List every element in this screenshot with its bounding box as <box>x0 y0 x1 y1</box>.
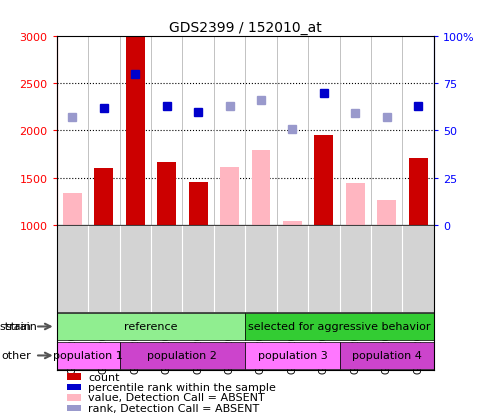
Bar <box>315 136 333 225</box>
Bar <box>251 151 270 225</box>
Bar <box>94 169 113 225</box>
Text: strain: strain <box>5 322 37 332</box>
Bar <box>63 193 82 225</box>
Title: GDS2399 / 152010_at: GDS2399 / 152010_at <box>169 21 321 35</box>
Text: population 1: population 1 <box>53 351 123 361</box>
Bar <box>67 373 81 380</box>
Bar <box>283 221 302 225</box>
Bar <box>57 313 245 340</box>
Text: count: count <box>88 372 119 382</box>
Text: percentile rank within the sample: percentile rank within the sample <box>88 382 276 392</box>
Text: reference: reference <box>124 322 178 332</box>
Text: value, Detection Call = ABSENT: value, Detection Call = ABSENT <box>88 392 265 403</box>
Bar <box>220 168 239 225</box>
Text: population 3: population 3 <box>257 351 327 361</box>
Text: selected for aggressive behavior: selected for aggressive behavior <box>248 322 431 332</box>
Bar <box>340 342 434 369</box>
Text: rank, Detection Call = ABSENT: rank, Detection Call = ABSENT <box>88 403 259 413</box>
Bar <box>409 158 427 225</box>
Bar <box>245 342 340 369</box>
Bar <box>157 162 176 225</box>
Bar <box>119 342 245 369</box>
Text: population 2: population 2 <box>147 351 217 361</box>
Bar <box>346 184 365 225</box>
Bar <box>189 183 208 225</box>
Bar <box>67 384 81 391</box>
Bar <box>67 394 81 401</box>
Text: strain: strain <box>0 322 31 332</box>
Text: population 4: population 4 <box>352 351 422 361</box>
Bar <box>377 201 396 225</box>
Bar <box>126 37 145 225</box>
Bar <box>245 313 434 340</box>
Bar <box>57 342 119 369</box>
Bar <box>67 405 81 411</box>
Text: other: other <box>1 351 31 361</box>
